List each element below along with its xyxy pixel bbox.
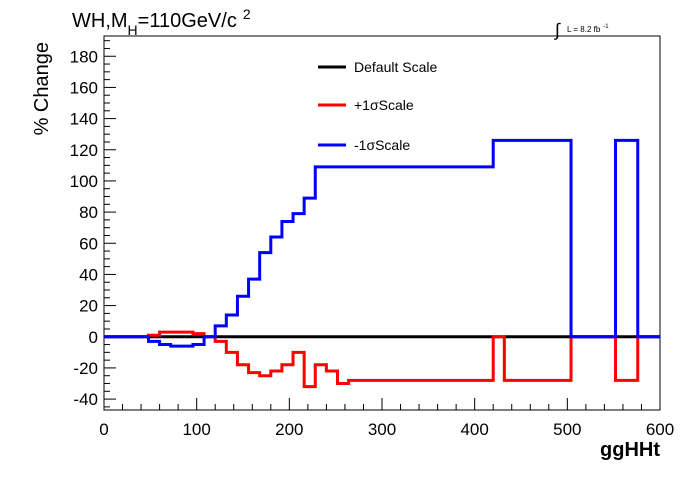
x-tick-label: 300 — [368, 420, 396, 439]
x-tick-label: 500 — [553, 420, 581, 439]
lumi-label: L = 8.2 fb -1 — [567, 24, 609, 34]
y-tick-label: 20 — [79, 297, 98, 316]
lumi-superscript: -1 — [603, 24, 609, 30]
title-main-text: WH,M — [72, 10, 128, 32]
title-superscript: 2 — [243, 6, 251, 22]
series-line-1 — [104, 330, 660, 389]
x-tick-label: 600 — [646, 420, 674, 439]
lumi-integral-sign: ∫ — [553, 20, 561, 40]
series-line-2 — [104, 138, 660, 348]
y-tick-label: 40 — [79, 265, 98, 284]
y-tick-label: -40 — [73, 390, 98, 409]
title-rest-text: =110GeV/c — [138, 10, 237, 32]
plot-frame — [103, 35, 661, 411]
y-tick-label: 180 — [70, 47, 98, 66]
x-tick-label: 200 — [275, 420, 303, 439]
y-axis-label: % Change — [31, 42, 53, 135]
y-tick-label: 60 — [79, 234, 98, 253]
legend-label: Default Scale — [354, 59, 437, 75]
x-tick-label: 100 — [182, 420, 210, 439]
x-axis-label: ggHHt — [600, 439, 660, 461]
y-tick-label: 0 — [89, 328, 98, 347]
y-tick-label: -20 — [73, 359, 98, 378]
y-tick-label: 140 — [70, 110, 98, 129]
chart-title: WH,MH=110GeV/c 2 — [72, 6, 251, 38]
y-tick-label: 100 — [70, 172, 98, 191]
y-tick-label: 120 — [70, 141, 98, 160]
y-tick-label: 160 — [70, 78, 98, 97]
x-tick-label: 400 — [460, 420, 488, 439]
y-tick-label: 80 — [79, 203, 98, 222]
x-tick-label: 0 — [99, 420, 108, 439]
legend-label: -1σScale — [354, 137, 410, 153]
title-subscript: H — [128, 22, 138, 38]
legend-label: +1σScale — [354, 97, 414, 113]
lumi-text: L = 8.2 fb — [567, 25, 601, 34]
